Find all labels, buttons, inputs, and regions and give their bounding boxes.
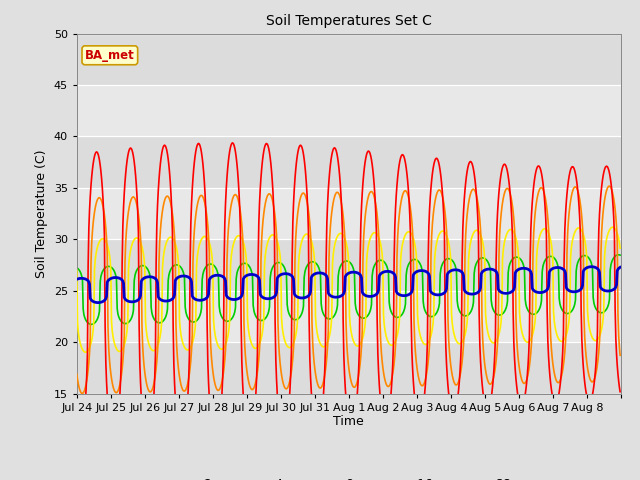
Bar bbox=[77, 188, 621, 240]
Bar bbox=[77, 342, 621, 394]
Y-axis label: Soil Temperature (C): Soil Temperature (C) bbox=[35, 149, 48, 278]
Title: Soil Temperatures Set C: Soil Temperatures Set C bbox=[266, 14, 432, 28]
Bar bbox=[77, 85, 621, 136]
Bar bbox=[77, 34, 621, 85]
Legend: -2cm, -4cm, -8cm, -16cm, -32cm: -2cm, -4cm, -8cm, -16cm, -32cm bbox=[164, 473, 534, 480]
Text: BA_met: BA_met bbox=[85, 49, 134, 62]
Bar bbox=[77, 291, 621, 342]
X-axis label: Time: Time bbox=[333, 415, 364, 429]
Bar bbox=[77, 136, 621, 188]
Bar bbox=[77, 240, 621, 291]
